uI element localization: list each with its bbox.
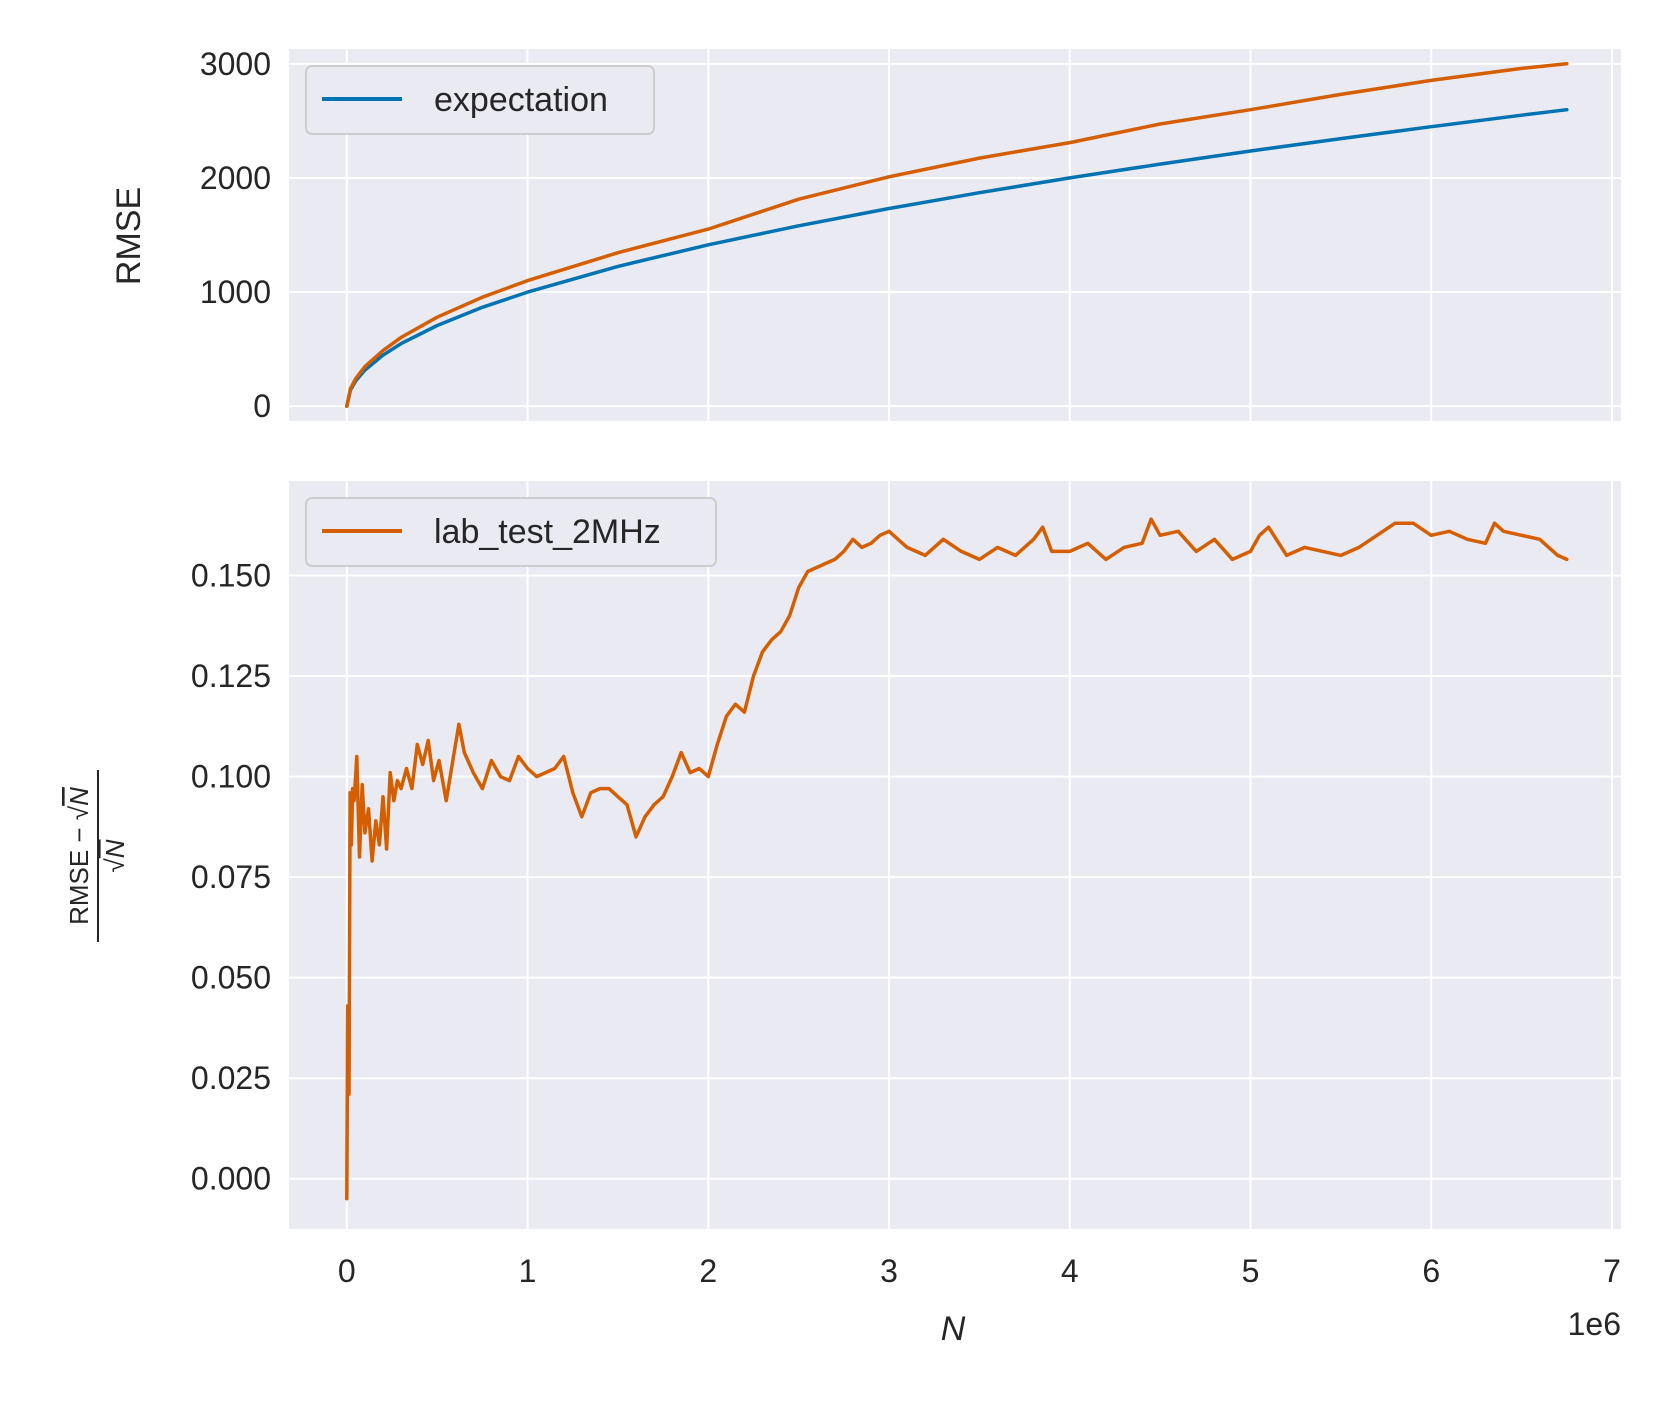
bottom-y-tick-label-0: 0.000	[191, 1161, 271, 1197]
top-grid	[289, 49, 1621, 421]
x-tick-label-3: 3	[880, 1253, 898, 1289]
bottom-y-tick-label-6: 0.150	[191, 558, 271, 594]
top-y-axis-label: RMSE	[110, 187, 148, 285]
top-tick-labels: 0 1000 2000 3000	[200, 46, 271, 424]
top-legend: expectation	[305, 65, 655, 135]
bottom-line-lab-test-2mhz	[345, 517, 1569, 1201]
top-y-tick-label-0: 0	[253, 388, 271, 424]
bottom-plot-area	[289, 481, 1621, 1229]
bottom-x-axis-label: N	[941, 1310, 966, 1348]
x-tick-label-1: 1	[519, 1253, 537, 1289]
top-y-tick-label-2: 2000	[200, 160, 271, 196]
bottom-y-tick-label-2: 0.050	[191, 960, 271, 996]
bottom-y-tick-label-5: 0.125	[191, 658, 271, 694]
x-tick-label-7: 7	[1603, 1253, 1621, 1289]
x-axis-offset-label: 1e6	[1568, 1306, 1621, 1342]
top-lines	[345, 61, 1569, 408]
bottom-y-tick-label-4: 0.100	[191, 759, 271, 795]
x-tick-label-5: 5	[1242, 1253, 1260, 1289]
bottom-y-tick-label-1: 0.025	[191, 1060, 271, 1096]
bottom-y-axis-label: RMSE − √N √N	[64, 770, 130, 942]
x-tick-label-4: 4	[1061, 1253, 1079, 1289]
bottom-lines	[345, 517, 1569, 1201]
top-y-tick-label-1: 1000	[200, 274, 271, 310]
bottom-legend: lab_test_2MHz	[305, 497, 717, 567]
y-label-denominator: √N	[100, 839, 130, 872]
top-legend-box	[305, 65, 655, 135]
top-y-tick-label-3: 3000	[200, 46, 271, 82]
bottom-y-tick-label-3: 0.075	[191, 859, 271, 895]
x-tick-label-0: 0	[338, 1253, 356, 1289]
legend-label-expectation: expectation	[434, 81, 608, 119]
legend-label-lab-test: lab_test_2MHz	[434, 513, 661, 551]
y-label-numerator: RMSE − √N	[64, 787, 94, 925]
bottom-tick-labels: 0 1 2 3 4 5 6 7 0.000 0.025 0.050 0.075 0.100 0.125 0.…	[191, 558, 1621, 1289]
top-line-series-1	[345, 61, 1569, 408]
top-line-expectation	[345, 107, 1569, 408]
x-tick-label-2: 2	[699, 1253, 717, 1289]
top-panel: 0 1000 2000 3000 RMSE expectation	[110, 46, 1621, 424]
bottom-legend-box	[305, 497, 717, 567]
bottom-panel: 0 1 2 3 4 5 6 7 0.000 0.025 0.050 0.075 0.100 0.125 0.…	[64, 481, 1621, 1348]
x-tick-label-6: 6	[1422, 1253, 1440, 1289]
